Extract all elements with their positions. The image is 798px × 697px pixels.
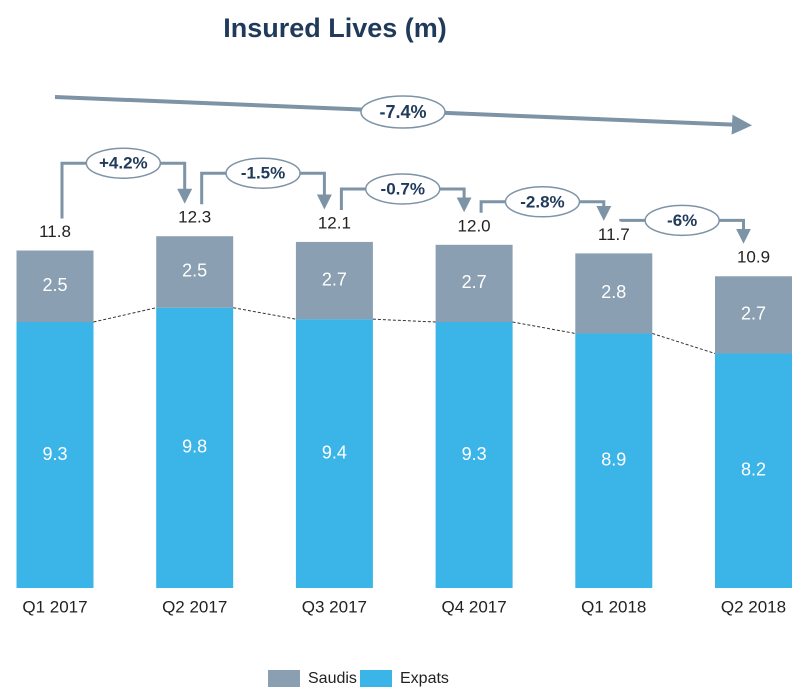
x-tick-label: Q2 2017 <box>162 597 227 616</box>
data-label: 9.4 <box>322 442 347 462</box>
bar-segment <box>715 353 792 588</box>
overall-bubble <box>360 95 446 129</box>
legend-swatch <box>268 670 300 687</box>
change-label: +4.2% <box>99 154 148 173</box>
bar-segment <box>295 319 373 588</box>
legend-label: Saudis <box>308 670 357 687</box>
dashed-connector <box>652 332 716 354</box>
bar-segment <box>295 241 373 320</box>
total-label: 11.7 <box>598 225 630 244</box>
bar-segment <box>575 333 653 588</box>
bar-segment <box>156 236 234 308</box>
data-label: 8.9 <box>601 449 626 469</box>
change-bubble <box>504 186 581 218</box>
change-bubble <box>85 147 162 179</box>
legend-swatch <box>360 670 392 687</box>
change-label: -6% <box>667 211 697 230</box>
x-tick-label: Q3 2017 <box>302 597 367 616</box>
dashed-connector <box>93 307 157 323</box>
bar-segment <box>16 322 94 588</box>
data-label: 2.5 <box>42 275 67 295</box>
data-label: 9.8 <box>182 437 207 457</box>
change-bubble <box>365 173 441 205</box>
total-label: 11.8 <box>39 222 71 241</box>
dashed-connector <box>512 321 576 334</box>
data-label: 8.2 <box>741 459 766 479</box>
data-label: 2.7 <box>322 269 347 289</box>
change-label: -1.5% <box>241 164 285 183</box>
x-tick-label: Q1 2017 <box>22 597 87 616</box>
legend-label: Expats <box>400 670 449 687</box>
change-label: -0.7% <box>381 179 425 198</box>
x-tick-label: Q1 2018 <box>581 597 646 616</box>
x-tick-label: Q2 2018 <box>721 597 786 616</box>
bar-segment <box>435 322 513 588</box>
overall-label: -7.4% <box>379 102 426 122</box>
dashed-connector <box>372 318 436 323</box>
total-label: 12.0 <box>458 216 491 235</box>
total-label: 10.9 <box>737 248 770 267</box>
bar-segment <box>435 244 513 323</box>
data-label: 2.7 <box>741 304 766 324</box>
bar-segment <box>715 276 792 354</box>
bar-segment <box>575 253 653 334</box>
data-label: 2.5 <box>182 261 207 281</box>
dashed-connector <box>233 307 296 320</box>
change-label: -2.8% <box>520 192 564 211</box>
x-tick-label: Q4 2017 <box>441 597 506 616</box>
change-bubble <box>644 204 720 237</box>
total-label: 12.3 <box>178 208 211 227</box>
change-bubble <box>225 157 301 189</box>
data-label: 9.3 <box>462 444 487 464</box>
total-label: 12.1 <box>318 213 351 232</box>
bar-segment <box>16 250 94 323</box>
bar-segment <box>156 307 234 588</box>
chart-title: Insured Lives (m) <box>223 13 447 43</box>
data-label: 9.3 <box>42 444 67 464</box>
data-label: 2.8 <box>601 282 626 302</box>
data-label: 2.7 <box>462 272 487 292</box>
